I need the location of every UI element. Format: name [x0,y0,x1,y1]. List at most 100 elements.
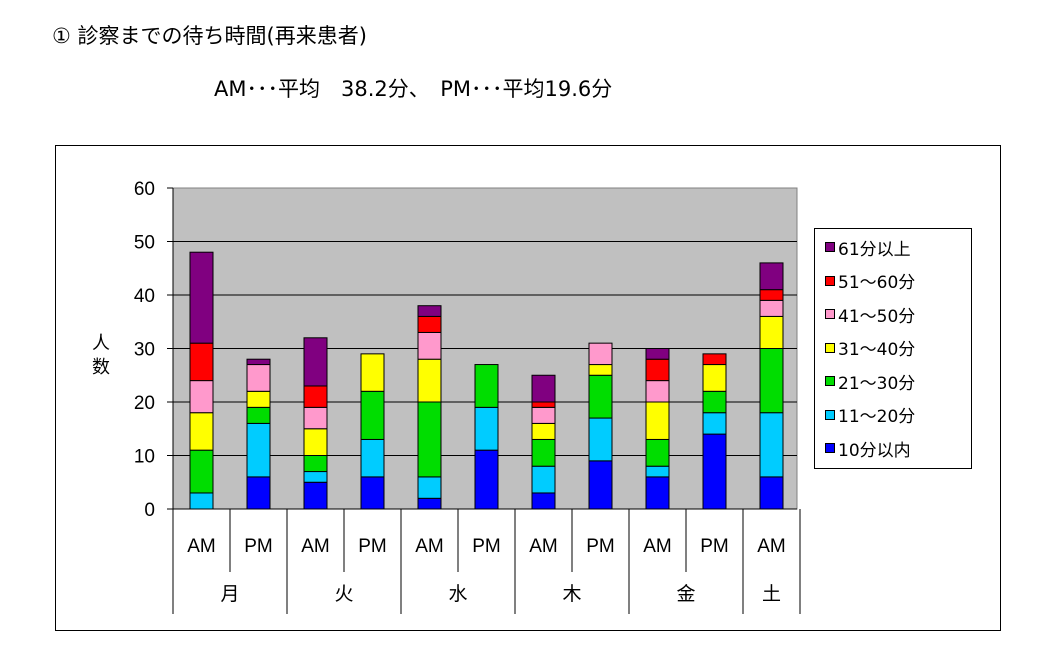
bar-segment [303,385,328,408]
page-heading: ① 診察までの待ち時間(再来患者) [52,24,367,48]
y-tick-label: 40 [134,286,155,307]
y-tick-label: 60 [134,179,155,200]
bar-segment [246,364,271,392]
bar-segment [702,433,727,510]
bar-segment [303,428,328,456]
bar-segment [303,455,328,473]
bar-segment [417,305,442,317]
x-tick-label: AM [643,536,672,557]
y-axis-label: 人数 [92,333,110,378]
chart-frame [55,145,1001,631]
bar-segment [759,412,784,478]
bar-segment [645,380,670,403]
bar-segment [759,289,784,301]
legend-swatch [825,242,835,252]
legend-label: 11～20分 [838,407,916,427]
bar-segment [702,353,727,366]
bar-segment [360,438,385,478]
bar-segment [189,412,214,451]
legend-swatch [825,376,835,386]
bar-segment [531,406,556,424]
bar-segment [417,315,442,333]
bar-segment [246,422,271,478]
average-summary: AM･･･平均 38.2分、 PM･･･平均19.6分 [214,77,613,101]
bar-segment [189,251,214,344]
legend-item: 31～40分 [825,336,915,360]
bar-segment [645,465,670,478]
bar-segment [360,476,385,510]
bar-segment [588,364,613,376]
bar-segment [531,465,556,494]
bar-segment [531,374,556,403]
x-tick-label: AM [529,536,558,557]
bar-segment [246,358,271,366]
bar-segment [189,492,214,510]
legend-label: 51～60分 [838,273,916,293]
bar-segment [759,262,784,291]
x-tick-label: AM [301,536,330,557]
x-group-label: 月 [220,583,239,605]
bar-segment [702,364,727,392]
bar-segment [474,364,499,408]
bar-segment [588,417,613,462]
bar-segment [531,422,556,440]
legend-label: 21～30分 [838,373,916,394]
x-tick-label: PM [700,536,729,557]
bar-segment [759,476,784,510]
legend-swatch [825,443,835,453]
legend-item: 51～60分 [825,269,915,293]
bar-segment [645,476,670,510]
legend-label: 31～40分 [838,340,916,360]
bar-segment [474,449,499,510]
bar-segment [246,406,271,424]
bar-segment [531,401,556,408]
bar-segment [759,348,784,414]
bar-segment [645,348,670,360]
bar-segment [189,449,214,494]
x-tick-label: AM [415,536,444,557]
bar-segment [759,315,784,349]
x-tick-label: PM [244,536,273,557]
bar-segment [645,358,670,382]
bar-segment [588,342,613,366]
legend-swatch [825,275,835,286]
bar-segment [417,358,442,403]
bar-segment [645,401,670,440]
bar-segment [417,497,442,510]
bar-segment [189,380,214,414]
y-tick-label: 30 [134,340,155,361]
legend-label: 10分以内 [838,440,911,461]
bar-segment [588,374,613,419]
x-tick-label: AM [757,536,786,557]
legend-item: 21～30分 [825,369,916,394]
x-group-label: 金 [676,583,695,605]
bar-segment [531,438,556,467]
legend-label: 61分以上 [838,239,911,260]
x-group-label: 水 [448,583,467,605]
y-tick-label: 10 [134,447,155,468]
legend-item: 11～20分 [825,403,915,427]
chart-legend: 61分以上 51～60分 41～50分 31～40分 21～30分 11～20分 10分以内 [814,228,972,469]
x-group-label: 火 [334,583,353,605]
legend-swatch [825,409,835,420]
bar-segment [360,390,385,440]
bar-segment [246,390,271,408]
x-group-label: 木 [562,583,581,605]
x-tick-label: AM [187,536,216,557]
bar-segment [702,412,727,435]
bar-segment [417,331,442,360]
bar-segment [189,342,214,382]
bar-segment [474,406,499,451]
x-tick-label: PM [586,536,615,557]
x-tick-label: PM [358,536,387,557]
bar-segment [417,401,442,478]
bar-segment [303,481,328,510]
legend-item: 61分以上 [825,235,911,260]
bar-segment [417,476,442,499]
legend-item: 41～50分 [825,302,915,327]
bar-segment [645,438,670,467]
x-tick-label: PM [472,536,501,557]
bar-segment [702,390,727,414]
bar-segment [360,353,385,392]
